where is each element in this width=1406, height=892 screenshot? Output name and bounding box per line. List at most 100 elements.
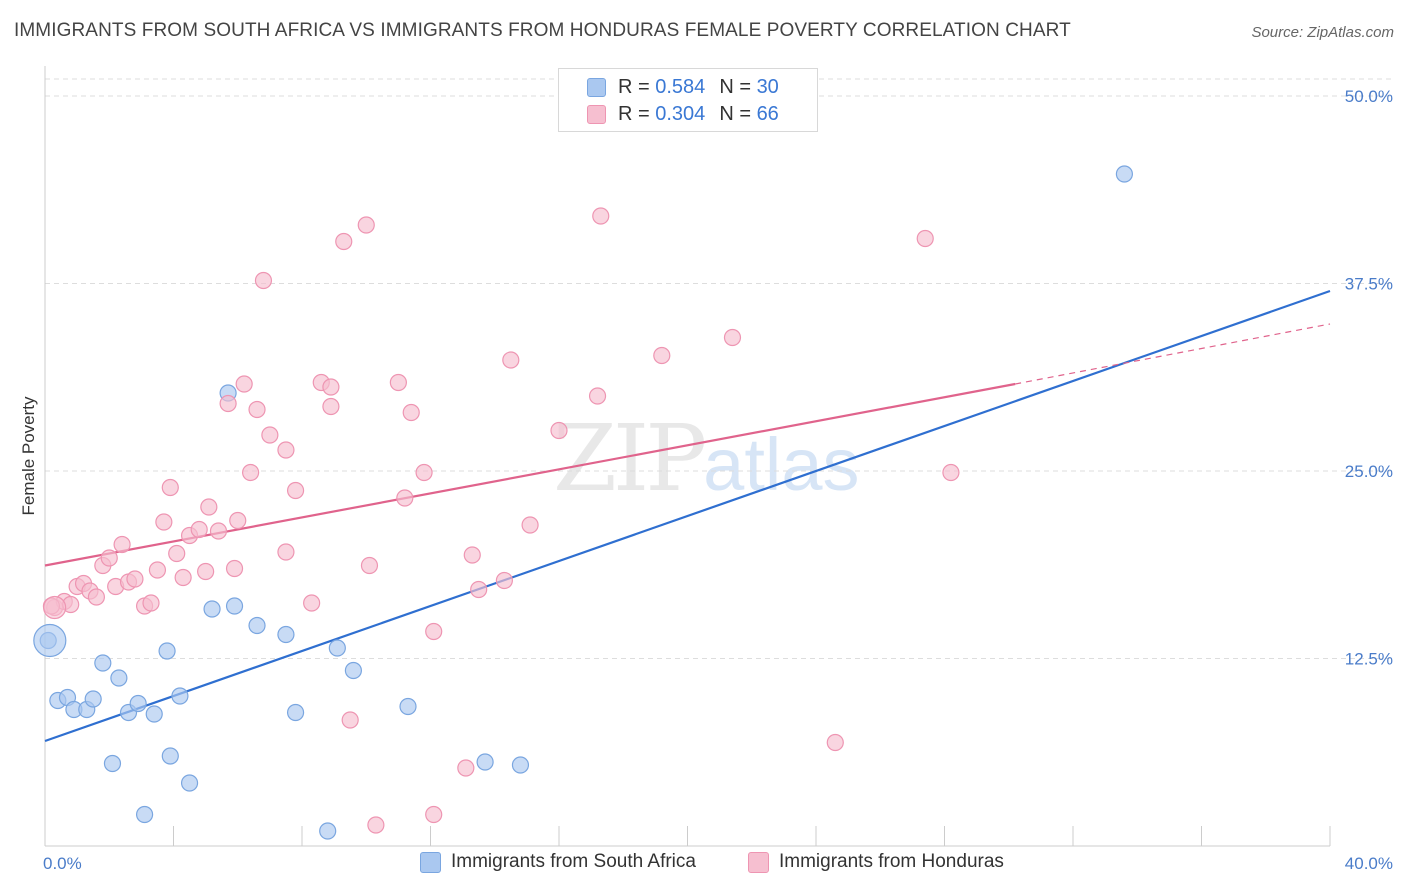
pink-swatch-icon [748,851,769,873]
south-africa-point [94,654,112,672]
x-tick-label: 40.0% [1345,854,1393,873]
honduras-point [161,478,179,497]
honduras-point [457,759,475,777]
honduras-point [126,570,144,588]
n-label: N = [719,102,751,125]
honduras-point [174,568,192,587]
honduras-point [113,535,131,554]
honduras-point [425,805,443,824]
south-africa-point [1115,165,1134,183]
r-value: 0.584 [655,75,706,98]
honduras-point [229,511,247,530]
r-value: 0.304 [655,102,706,125]
n-value: 66 [756,102,779,125]
south-africa-point [103,754,122,773]
honduras-point [341,711,359,729]
r-label: R = [618,75,650,98]
watermark-zip: ZIP [553,405,707,512]
honduras-point [588,387,607,405]
honduras-point [254,271,273,290]
honduras-point [826,733,844,752]
honduras-point [190,520,208,539]
south-africa-point [344,661,362,680]
honduras-point [168,544,186,563]
south-africa-point [248,616,266,635]
data-points [33,165,1134,840]
south-africa-point [476,753,494,771]
south-africa-point [225,597,244,615]
honduras-point [396,489,414,507]
south-africa-point [110,669,128,687]
south-africa-point [161,747,179,765]
south-africa-cluster-point [33,623,67,658]
honduras-point [521,516,539,534]
honduras-point [550,421,568,440]
y-tick-label: 37.5% [1345,275,1393,294]
tick-labels: 12.5% 25.0% 37.5% 50.0% 0.0% 40.0% [43,87,1393,873]
honduras-trendline [44,382,1016,567]
south-africa-point [84,690,102,708]
south-africa-point [145,705,163,723]
pink-swatch-icon [587,104,606,124]
honduras-point [916,229,934,248]
honduras-point [248,400,266,419]
honduras-point [415,463,433,482]
honduras-point [367,816,385,834]
chart-title: IMMIGRANTS FROM SOUTH AFRICA VS IMMIGRAN… [14,20,1071,41]
n-value: 30 [756,75,779,98]
south-africa-point [171,687,189,705]
honduras-point [360,556,379,575]
honduras-point [200,498,218,516]
honduras-point [470,580,488,599]
honduras-point [592,207,610,225]
y-tick-label: 50.0% [1345,87,1393,106]
legend-item-south-africa[interactable]: Immigrants from South Africa [420,851,696,873]
honduras-point [322,378,340,396]
south-africa-point [277,625,295,644]
south-africa-point [399,697,417,716]
south-africa-point [203,600,221,618]
south-africa-point [511,756,530,774]
honduras-point [219,394,237,413]
south-africa-point [180,774,199,792]
stats-legend-row-honduras: R = 0.304 N = 66 [587,100,779,128]
south-africa-point [158,642,176,660]
honduras-point [286,481,305,500]
honduras-point [495,571,513,590]
honduras-point [463,546,481,564]
south-africa-point [328,639,346,657]
honduras-point [87,588,106,606]
honduras-point [100,549,118,567]
blue-swatch-icon [587,77,606,97]
y-axis-label: Female Poverty [19,396,38,516]
south-africa-point [319,822,337,840]
legend-item-honduras[interactable]: Immigrants from Honduras [748,851,1004,873]
honduras-point [225,559,244,578]
honduras-point [723,328,742,347]
n-label: N = [719,75,751,98]
honduras-point [389,373,407,392]
y-tick-label: 25.0% [1345,462,1393,481]
honduras-point [335,232,353,251]
axes [44,66,1331,847]
honduras-trendline-extension [1015,323,1331,385]
honduras-point [653,346,671,365]
honduras-point [148,561,167,579]
honduras-point [942,463,960,482]
honduras-point [142,594,160,612]
legend-label: Immigrants from South Africa [451,851,696,872]
honduras-point [425,622,443,641]
south-africa-point [286,703,305,722]
honduras-point [303,594,321,612]
honduras-point [261,426,279,444]
r-label: R = [618,102,650,125]
stats-legend-row-south-africa: R = 0.584 N = 30 [587,73,779,101]
y-tick-label: 12.5% [1345,650,1393,669]
honduras-point [322,397,340,416]
honduras-point [357,216,375,234]
blue-swatch-icon [420,851,441,873]
south-africa-trendline [44,289,1331,743]
honduras-point [209,522,228,540]
honduras-point [235,375,253,393]
